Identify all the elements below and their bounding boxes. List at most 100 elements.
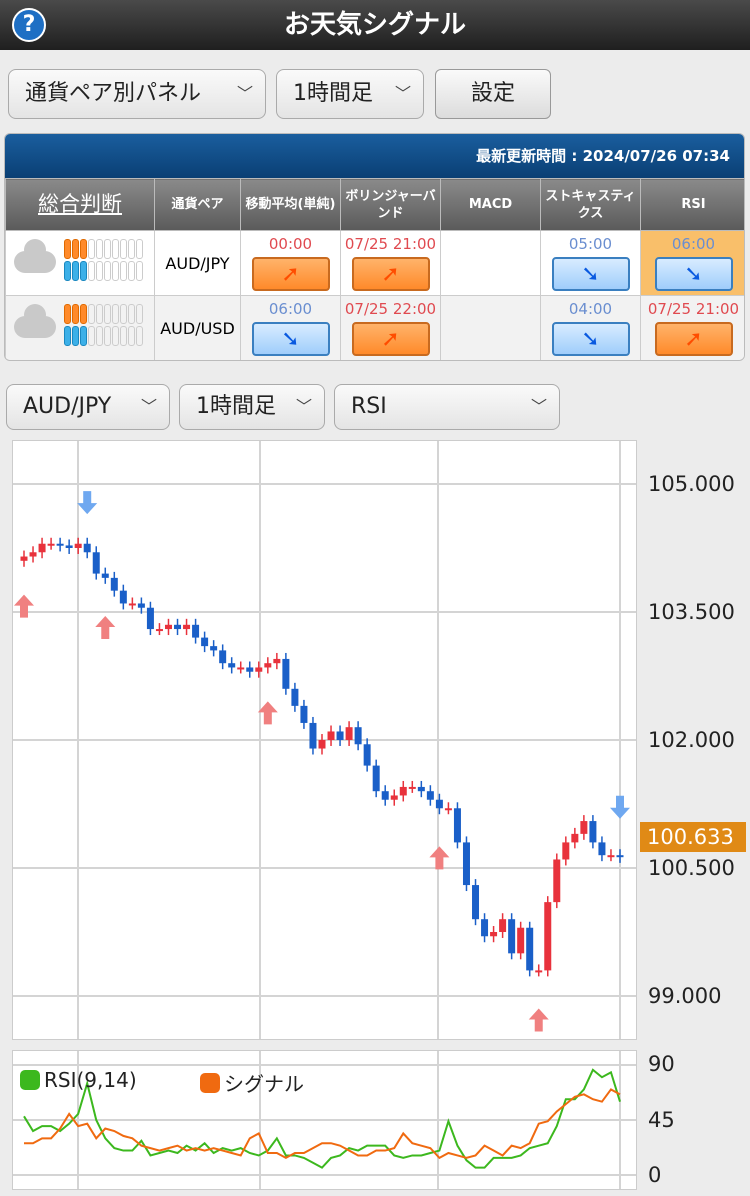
- price-tick: 100.500: [648, 856, 735, 880]
- chevron-down-icon: ﹀: [295, 397, 312, 416]
- rsi-tick: 0: [648, 1163, 662, 1187]
- legend-label: RSI(9,14): [44, 1068, 137, 1092]
- signal-cell[interactable]: 06:00 ➘: [240, 295, 341, 360]
- settings-button[interactable]: 設定: [435, 69, 551, 119]
- candle: [381, 791, 389, 800]
- candle: [74, 543, 82, 548]
- buy-arrow-icon: [429, 846, 450, 870]
- signal-time: 04:00: [568, 300, 613, 318]
- candle: [273, 658, 281, 664]
- signal-panel: 最新更新時間 : 2024/07/26 07:34 総合判断 通貨ペア 移動平均(単…: [4, 133, 745, 361]
- arrow-down-right-icon[interactable]: ➘: [251, 322, 330, 356]
- candle: [562, 842, 570, 860]
- overall-judgement[interactable]: [6, 296, 154, 356]
- table-row[interactable]: AUD/JPY 00:00 ➚ 07/25 21:00 ➚ 05:00 ➘ 06:00 ➘: [5, 230, 744, 296]
- chart-timeframe-value: 1時間足: [196, 394, 276, 419]
- buy-arrow-icon: [14, 594, 34, 618]
- sell-arrow-icon: [610, 795, 630, 819]
- arrow-up-right-icon[interactable]: ➚: [654, 322, 733, 356]
- candle: [282, 658, 290, 689]
- candle: [56, 543, 64, 546]
- candle: [553, 859, 561, 903]
- chart-pair-value: AUD/JPY: [23, 394, 112, 419]
- chart-timeframe-select[interactable]: 1時間足 ﹀: [179, 384, 325, 430]
- sell-arrow-icon: [77, 491, 98, 515]
- currency-pair: AUD/USD: [154, 295, 241, 360]
- signal-time: 05:00: [568, 235, 613, 253]
- buy-arrow-icon: [257, 701, 278, 725]
- candle: [291, 688, 299, 706]
- signal-line: [24, 1088, 621, 1160]
- candle: [228, 663, 236, 668]
- candle: [444, 808, 452, 811]
- candle: [453, 808, 461, 843]
- candle: [119, 590, 127, 604]
- legend-rsi: RSI(9,14): [20, 1068, 137, 1092]
- signal-cell[interactable]: 05:00 ➘: [540, 230, 641, 296]
- signal-table: 総合判断 通貨ペア 移動平均(単純) ボリンジャーバンド MACD ストキャスティクス RS…: [5, 178, 744, 360]
- price-tick: 105.000: [648, 472, 735, 496]
- indicator-value: RSI: [351, 394, 387, 419]
- candle: [354, 727, 362, 745]
- candle: [408, 786, 416, 789]
- candle: [183, 624, 191, 630]
- candle: [517, 927, 525, 954]
- legend-swatch: [20, 1070, 40, 1090]
- candle: [363, 744, 371, 766]
- signal-time: 00:00: [268, 235, 313, 253]
- arrow-up-right-icon[interactable]: ➚: [351, 322, 430, 356]
- overall-judgement[interactable]: [6, 231, 154, 291]
- arrow-up-right-icon[interactable]: ➚: [251, 257, 330, 291]
- indicator-select[interactable]: RSI ﹀: [334, 384, 560, 430]
- signal-cell[interactable]: 07/25 21:00 ➚: [640, 295, 744, 360]
- candle: [372, 765, 380, 792]
- signal-cell[interactable]: 04:00 ➘: [540, 295, 641, 360]
- cloud-icon: [14, 304, 56, 338]
- arrow-up-right-icon[interactable]: ➚: [351, 257, 430, 291]
- candle: [110, 577, 118, 591]
- candle: [472, 885, 480, 920]
- candle: [300, 705, 308, 723]
- price-tick: 103.500: [648, 600, 735, 624]
- legend-swatch: [200, 1072, 220, 1093]
- panel-type-select[interactable]: 通貨ペア別パネル ﹀: [8, 69, 266, 119]
- signal-time: 06:00: [671, 235, 716, 253]
- candle: [345, 727, 353, 740]
- help-icon[interactable]: ?: [12, 8, 46, 42]
- signal-cell[interactable]: 07/25 21:00 ➚: [340, 230, 441, 296]
- candle: [490, 932, 498, 937]
- candle: [462, 842, 470, 886]
- candle: [246, 667, 254, 672]
- candle: [571, 833, 579, 843]
- arrow-down-right-icon[interactable]: ➘: [551, 257, 630, 291]
- arrow-down-right-icon[interactable]: ➘: [551, 322, 630, 356]
- column-header: 通貨ペア: [154, 178, 241, 231]
- chart-pair-select[interactable]: AUD/JPY ﹀: [6, 384, 170, 430]
- arrow-down-right-icon[interactable]: ➘: [654, 257, 733, 291]
- signal-cell[interactable]: 06:00 ➘: [640, 230, 744, 296]
- column-header[interactable]: 総合判断: [5, 178, 155, 231]
- column-header: ストキャスティクス: [540, 178, 641, 231]
- legend-signal: シグナル: [200, 1068, 304, 1097]
- price-tick: 102.000: [648, 728, 735, 752]
- candle: [327, 731, 335, 740]
- table-row[interactable]: AUD/USD 06:00 ➘ 07/25 22:00 ➚ 04:00 ➘ 07/25 21:…: [5, 295, 744, 360]
- candle: [164, 624, 172, 630]
- chevron-down-icon: ﹀: [394, 84, 411, 103]
- rsi-tick: 90: [648, 1052, 675, 1076]
- candle: [526, 927, 534, 971]
- rsi-line: [23, 1068, 621, 1169]
- signal-cell[interactable]: 00:00 ➚: [240, 230, 341, 296]
- rsi-tick: 45: [648, 1108, 675, 1132]
- timeframe-select[interactable]: 1時間足 ﹀: [276, 69, 424, 119]
- candle: [192, 624, 200, 638]
- last-updated: 最新更新時間 : 2024/07/26 07:34: [5, 134, 744, 178]
- buy-arrow-icon: [528, 1008, 549, 1032]
- candle: [598, 842, 606, 856]
- signal-time: 07/25 21:00: [344, 235, 437, 253]
- signal-cell[interactable]: 07/25 22:00 ➚: [340, 295, 441, 360]
- column-header: RSI: [640, 178, 744, 231]
- timeframe-value: 1時間足: [293, 81, 373, 106]
- buy-arrow-icon: [95, 616, 116, 639]
